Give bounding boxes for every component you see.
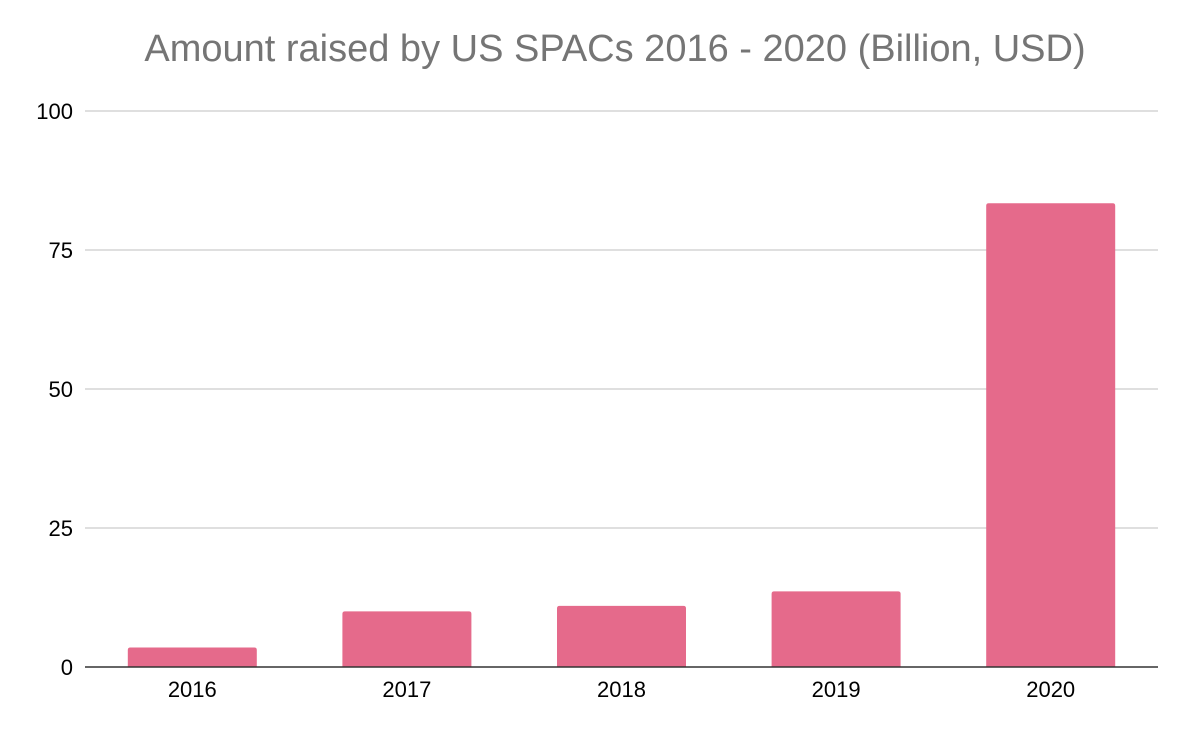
x-tick-label: 2020: [1026, 677, 1075, 702]
tick-labels: 0 25 50 75 100 2016 2017 2018 2019 2020: [36, 99, 1075, 702]
y-tick-label: 75: [49, 238, 73, 263]
bars: [127, 203, 1116, 667]
y-tick-label: 50: [49, 377, 73, 402]
x-tick-label: 2018: [597, 677, 646, 702]
bar-2019: [771, 591, 901, 667]
bar-2017: [342, 611, 472, 667]
x-tick-label: 2017: [382, 677, 431, 702]
y-tick-label: 0: [61, 655, 73, 680]
chart-title: Amount raised by US SPACs 2016 - 2020 (B…: [144, 28, 1086, 70]
x-tick-label: 2016: [168, 677, 217, 702]
bar-2018: [557, 605, 686, 667]
bar-2016: [127, 647, 257, 667]
gridlines: [85, 110, 1158, 529]
x-tick-label: 2019: [812, 677, 861, 702]
y-tick-label: 100: [36, 99, 73, 124]
y-tick-label: 25: [49, 516, 73, 541]
bar-2020: [986, 203, 1116, 667]
